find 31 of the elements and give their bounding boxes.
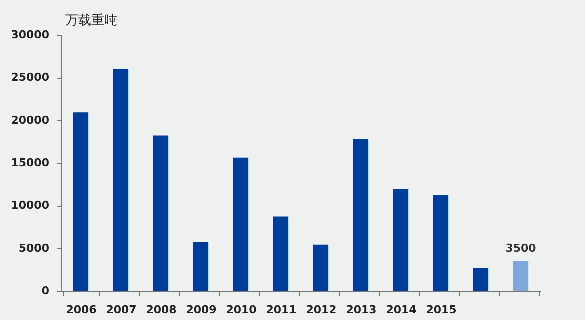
x-tick-label: 2012: [306, 304, 337, 316]
x-tick-label: 2013: [346, 304, 377, 316]
x-tick-label: 2015: [426, 304, 457, 316]
y-tick-label: 15000: [11, 156, 50, 170]
bar: [353, 139, 369, 291]
x-tick-label: 2008: [146, 304, 177, 316]
bar: [273, 216, 289, 291]
y-tick-label: 25000: [11, 71, 50, 84]
bar: [113, 69, 129, 291]
x-tick-label: 2010: [226, 304, 258, 316]
bar: [513, 261, 529, 291]
bar: [473, 268, 489, 291]
x-tick-label: 2014: [386, 304, 418, 316]
bar: [233, 158, 249, 291]
x-tick-label: 2007: [106, 304, 137, 316]
x-tick-label: 2006: [66, 304, 98, 316]
y-tick-label: 10000: [11, 199, 50, 212]
x-tick-label: 2011: [266, 304, 297, 316]
x-tick-label: 2009: [186, 304, 217, 316]
bar: [433, 195, 449, 291]
y-tick-label: 20000: [11, 114, 50, 127]
y-tick-label: 5000: [18, 242, 50, 255]
y-axis-title: 万载重吨: [66, 14, 118, 28]
bar: [193, 242, 209, 291]
bar: [73, 112, 89, 291]
bar: [393, 189, 409, 291]
y-tick-label: 0: [42, 284, 50, 298]
data-label: 3500: [506, 242, 537, 256]
bar: [313, 244, 329, 291]
y-tick-label: 30000: [11, 28, 50, 42]
bar: [153, 136, 169, 291]
